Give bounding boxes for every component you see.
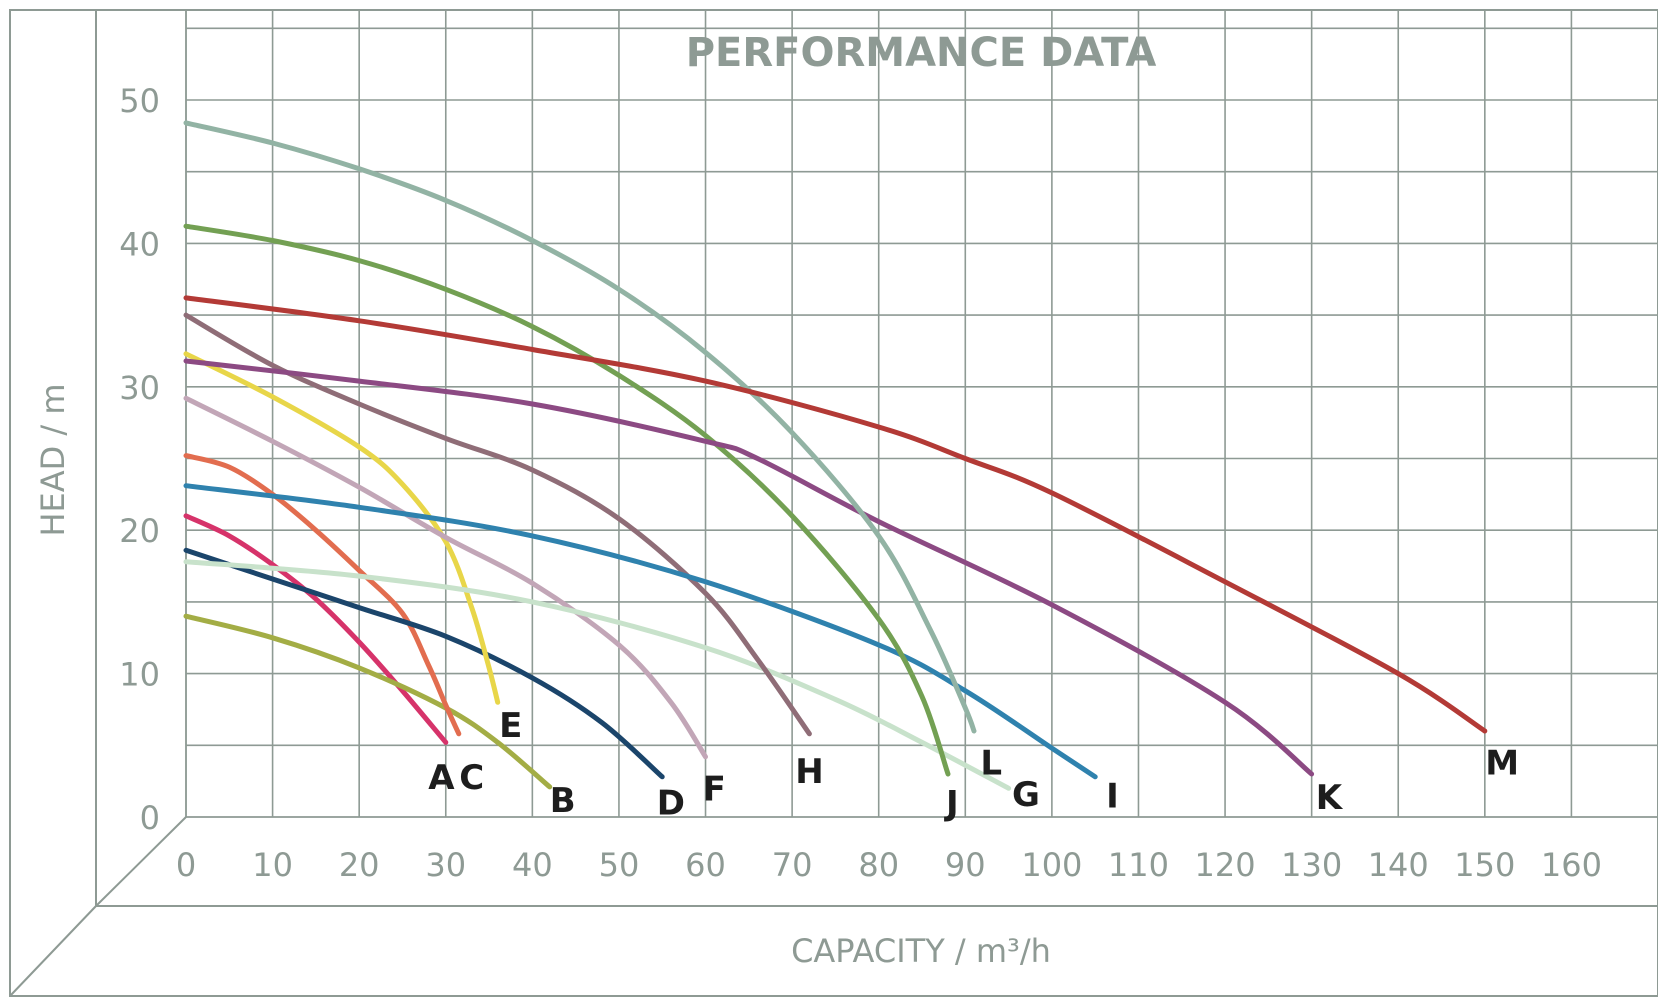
curve-label-c: C	[459, 758, 484, 798]
x-tick-label: 30	[425, 846, 466, 884]
y-tick-label: 40	[119, 225, 160, 263]
x-tick-label: 20	[339, 846, 380, 884]
curve-label-e: E	[499, 706, 522, 746]
x-tick-label: 80	[858, 846, 899, 884]
curve-label-i: I	[1106, 776, 1119, 816]
curve-d	[183, 547, 665, 780]
x-tick-label: 140	[1368, 846, 1429, 884]
curve-k	[183, 358, 1315, 777]
curve-label-a: A	[428, 758, 455, 798]
x-tick-label: 40	[512, 846, 553, 884]
curve-labels: A B C D E F G H I J K L M	[428, 706, 1519, 823]
x-tick-label: 0	[176, 846, 196, 884]
x-tick-labels: 0 10 20 30 40 50 60 70 80 90 100 110 120 130 140 150 160	[176, 846, 1602, 884]
curve-j	[183, 223, 951, 777]
outer-border	[9, 9, 1658, 997]
x-tick-label: 120	[1195, 846, 1256, 884]
y-tick-labels: 0 10 20 30 40 50	[119, 82, 160, 837]
x-tick-label: 10	[252, 846, 293, 884]
x-tick-label: 70	[772, 846, 813, 884]
y-tick-label: 0	[140, 799, 160, 837]
curve-label-k: K	[1316, 778, 1344, 818]
y-tick-label: 10	[119, 656, 160, 694]
curve-b	[183, 613, 553, 790]
y-tick-label: 30	[119, 369, 160, 407]
x-tick-label: 160	[1541, 846, 1602, 884]
curve-m	[183, 295, 1488, 734]
curve-a	[183, 513, 449, 745]
floor-diagonal-inner	[95, 816, 187, 907]
x-tick-label: 50	[599, 846, 640, 884]
y-axis-label: HEAD / m	[34, 383, 72, 536]
x-tick-label: 100	[1021, 846, 1082, 884]
x-tick-label: 130	[1281, 846, 1342, 884]
floor-diagonal-outer	[9, 905, 97, 997]
curve-label-m: M	[1485, 744, 1519, 784]
curve-g	[183, 559, 1012, 791]
curve-label-f: F	[703, 769, 726, 809]
curve-f	[183, 395, 708, 760]
curve-label-j: J	[944, 784, 959, 824]
curve-c	[183, 453, 462, 737]
curve-l	[183, 120, 977, 734]
x-tick-label: 60	[685, 846, 726, 884]
y-tick-label: 50	[119, 82, 160, 120]
x-axis-label: CAPACITY / m³/h	[791, 932, 1051, 970]
chart-frame	[9, 9, 1658, 997]
curve-i	[183, 483, 1098, 780]
x-tick-label: 90	[945, 846, 986, 884]
x-tick-label: 110	[1108, 846, 1169, 884]
curve-label-g: G	[1012, 775, 1040, 815]
curve-label-h: H	[795, 752, 823, 792]
y-tick-label: 20	[119, 512, 160, 550]
curve-series	[183, 120, 1488, 791]
curve-e	[183, 351, 501, 705]
curve-h	[183, 312, 812, 737]
curve-label-d: D	[657, 784, 685, 824]
x-tick-label: 150	[1454, 846, 1515, 884]
curve-label-l: L	[980, 744, 1002, 784]
chart-title: PERFORMANCE DATA	[686, 30, 1157, 76]
curve-label-b: B	[550, 781, 576, 821]
